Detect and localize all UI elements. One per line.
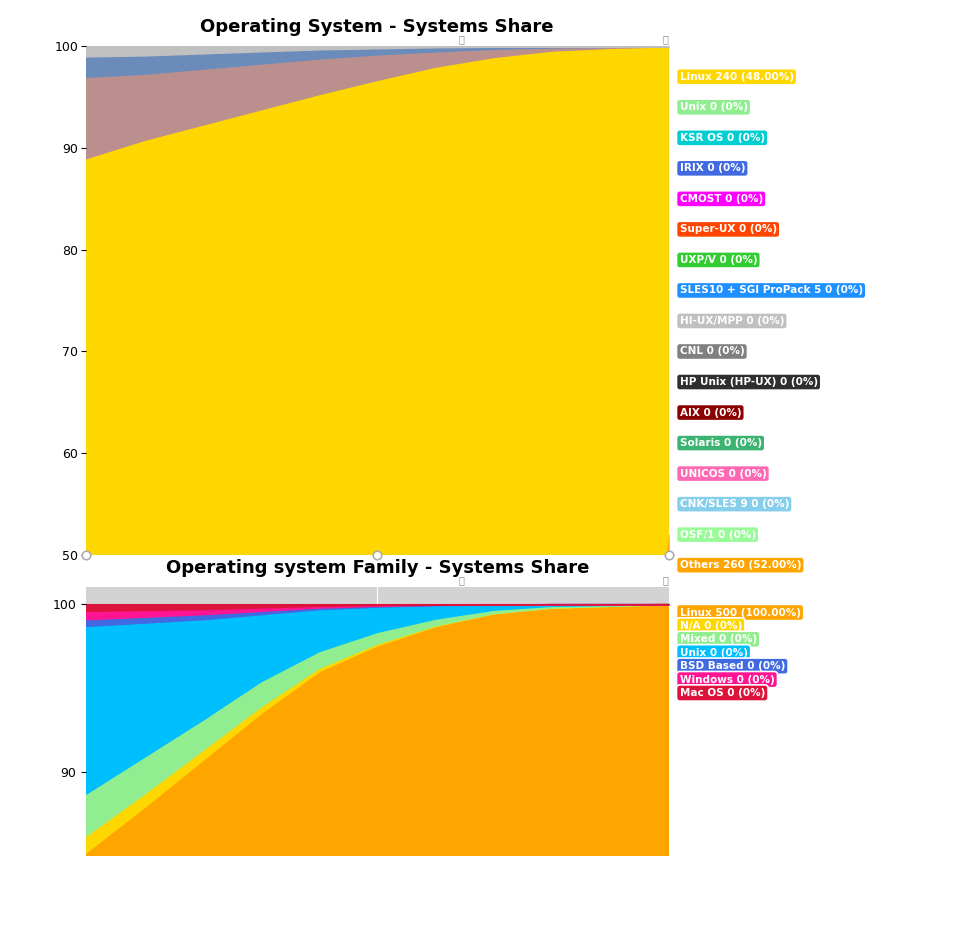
Text: SLES10 + SGI ProPack 5 0 (0%): SLES10 + SGI ProPack 5 0 (0%) bbox=[680, 286, 862, 295]
Text: IRIX 0 (0%): IRIX 0 (0%) bbox=[680, 164, 745, 173]
Text: BSD Based 0 (0%): BSD Based 0 (0%) bbox=[680, 661, 785, 672]
Text: HI-UX/MPP 0 (0%): HI-UX/MPP 0 (0%) bbox=[680, 316, 784, 326]
Text: Linux 240 (48.00%): Linux 240 (48.00%) bbox=[680, 72, 794, 81]
Text: CNL 0 (0%): CNL 0 (0%) bbox=[680, 347, 744, 356]
Text: AIX 0 (0%): AIX 0 (0%) bbox=[680, 408, 741, 417]
Title: Operating system Family - Systems Share: Operating system Family - Systems Share bbox=[165, 560, 589, 577]
Text: Unix 0 (0%): Unix 0 (0%) bbox=[680, 648, 748, 658]
Text: HP Unix (HP-UX) 0 (0%): HP Unix (HP-UX) 0 (0%) bbox=[680, 377, 817, 387]
Title: Operating System - Systems Share: Operating System - Systems Share bbox=[201, 18, 554, 36]
Text: Others 260 (52.00%): Others 260 (52.00%) bbox=[680, 561, 801, 570]
Text: N/A 0 (0%): N/A 0 (0%) bbox=[680, 621, 742, 631]
Text: Mixed 0 (0%): Mixed 0 (0%) bbox=[680, 635, 756, 645]
Text: Unix 0 (0%): Unix 0 (0%) bbox=[680, 103, 748, 112]
Text: UNICOS 0 (0%): UNICOS 0 (0%) bbox=[680, 469, 766, 478]
Text: Solaris 0 (0%): Solaris 0 (0%) bbox=[680, 438, 762, 448]
Text: 🔃: 🔃 bbox=[458, 574, 465, 585]
Text: Windows 0 (0%): Windows 0 (0%) bbox=[680, 674, 775, 684]
Text: Linux 500 (100.00%): Linux 500 (100.00%) bbox=[680, 608, 800, 618]
Text: CMOST 0 (0%): CMOST 0 (0%) bbox=[680, 194, 763, 204]
Text: Mac OS 0 (0%): Mac OS 0 (0%) bbox=[680, 688, 765, 698]
Text: 🔃: 🔃 bbox=[458, 33, 465, 43]
Text: 🔃: 🔃 bbox=[662, 574, 668, 585]
Text: Super-UX 0 (0%): Super-UX 0 (0%) bbox=[680, 225, 776, 234]
Text: KSR OS 0 (0%): KSR OS 0 (0%) bbox=[680, 133, 765, 142]
Text: 🔃: 🔃 bbox=[662, 33, 668, 43]
Text: UXP/V 0 (0%): UXP/V 0 (0%) bbox=[680, 255, 757, 265]
Text: OSF/1 0 (0%): OSF/1 0 (0%) bbox=[680, 530, 755, 539]
Text: CNK/SLES 9 0 (0%): CNK/SLES 9 0 (0%) bbox=[680, 500, 789, 509]
